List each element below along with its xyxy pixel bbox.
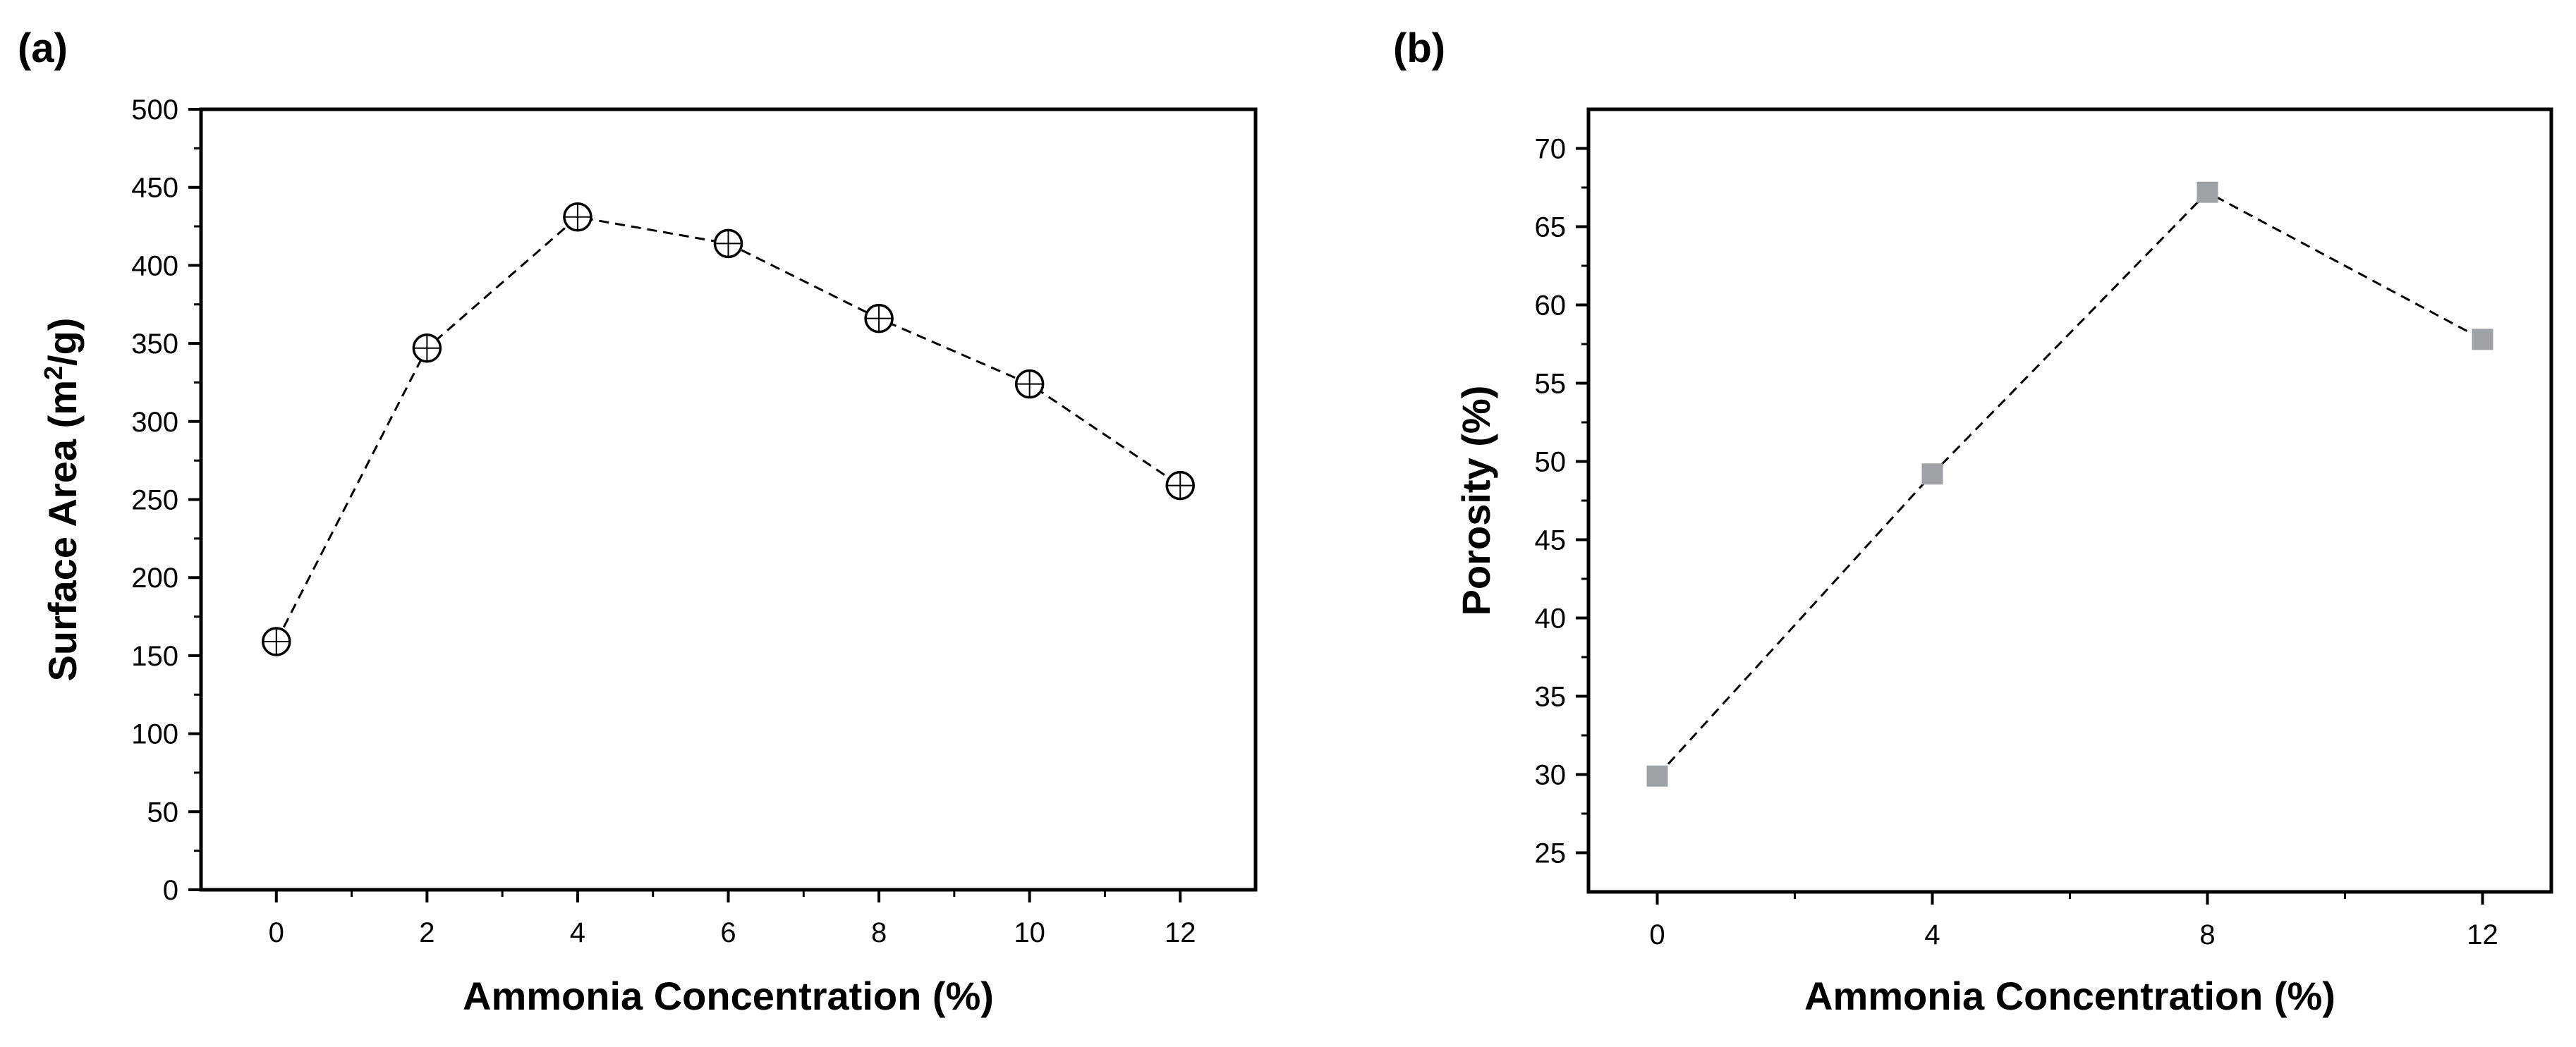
y-axis-label-sup-a: 2: [39, 366, 68, 380]
x-axis-label-a: Ammonia Concentration (%): [463, 974, 994, 1018]
plot-frame-a: [199, 107, 1258, 892]
x-tick-label: 2: [419, 917, 435, 948]
y-tick-label: 50: [147, 797, 179, 828]
data-point: [2472, 329, 2493, 350]
data-point: [1921, 463, 1943, 485]
x-tick-label: 8: [871, 917, 887, 948]
y-tick-label: 60: [1535, 290, 1567, 322]
data-point: [1646, 765, 1668, 787]
x-tick-label: 10: [1014, 917, 1045, 948]
data-point: [2197, 181, 2218, 203]
data-point: [864, 303, 894, 333]
tick-labels-b: 0 4 8 12 25 30 35 40 45 50 55 60 65 70: [1535, 134, 2498, 951]
y-axis-label-tail-a: /g): [40, 318, 85, 366]
x-axis-label-b: Ammonia Concentration (%): [1804, 974, 2335, 1018]
y-axis-label-a: Surface Area (m2/g): [39, 318, 85, 682]
y-axis-label-b: Porosity (%): [1454, 386, 1498, 616]
x-tick-label: 6: [720, 917, 736, 948]
y-tick-label: 450: [131, 173, 178, 204]
y-tick-label: 150: [131, 641, 178, 672]
y-tick-label: 200: [131, 563, 178, 594]
x-tick-label: 4: [1924, 919, 1940, 950]
y-tick-label: 40: [1535, 604, 1567, 635]
tick-labels-a: 0 2 4 6 8 10 12 0 50 100 150 200 250 300 350 400 450 500: [131, 94, 1196, 948]
panel-label-b: (b): [1393, 25, 1445, 71]
data-point: [563, 202, 593, 232]
y-tick-label: 100: [131, 719, 178, 750]
x-tick-label: 0: [269, 917, 284, 948]
chart-porosity: (b) 0 4 8 12 25 30 35 40 45 50 55 60 65 70 Ammonia Co…: [1393, 25, 2553, 1018]
axis-ticks-b: [1576, 147, 2484, 905]
y-tick-label: 0: [163, 875, 178, 906]
data-point: [713, 228, 743, 259]
markers-b: [1646, 181, 2493, 787]
y-tick-label: 35: [1535, 682, 1567, 713]
y-tick-label: 65: [1535, 212, 1567, 243]
y-tick-label: 300: [131, 407, 178, 438]
y-tick-label: 400: [131, 250, 178, 281]
x-tick-label: 8: [2199, 919, 2215, 950]
chart-surface-area: (a) 0 2 4 6 8 10 12 0 50 100 150 200 250 300 350 400 450…: [18, 25, 1258, 1018]
y-axis-label-main-a: Surface Area (m: [40, 380, 85, 681]
y-tick-label: 45: [1535, 525, 1567, 556]
data-point: [412, 333, 442, 363]
data-point: [262, 627, 291, 656]
y-tick-label: 25: [1535, 838, 1567, 869]
x-tick-label: 4: [570, 917, 585, 948]
data-point: [1165, 470, 1195, 501]
x-tick-label: 12: [2467, 919, 2498, 950]
y-tick-label: 30: [1535, 760, 1567, 791]
data-point: [1014, 369, 1045, 399]
x-tick-label: 0: [1649, 919, 1665, 950]
y-tick-label: 250: [131, 485, 178, 516]
x-tick-label: 12: [1165, 917, 1196, 948]
y-tick-label: 55: [1535, 369, 1567, 400]
panel-label-a: (a): [18, 25, 68, 71]
series-line-b: [1656, 190, 2484, 777]
y-tick-label: 50: [1535, 447, 1567, 478]
plot-frame-b: [1586, 107, 2553, 894]
y-tick-label: 500: [131, 94, 178, 125]
y-tick-label: 350: [131, 329, 178, 360]
markers-a: [262, 202, 1195, 656]
series-line-a: [275, 216, 1181, 642]
y-tick-label: 70: [1535, 134, 1567, 165]
axis-ticks-a: [188, 108, 1182, 902]
